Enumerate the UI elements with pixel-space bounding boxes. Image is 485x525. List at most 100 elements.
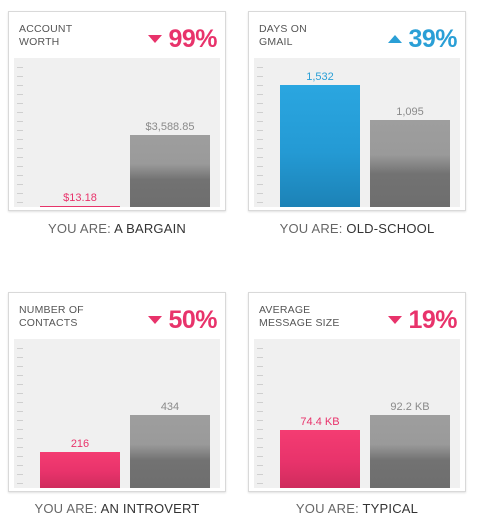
axis-tick (257, 474, 263, 475)
axis-tick (17, 384, 23, 385)
axis-tick (257, 121, 263, 122)
bar-plot: $13.18 $3,588.85 (14, 58, 220, 207)
average-bar (370, 415, 450, 488)
axis-tick (257, 130, 263, 131)
axis-tick (257, 67, 263, 68)
axis-tick (17, 393, 23, 394)
user-value-label: 1,532 (306, 71, 334, 83)
axis-tick (257, 139, 263, 140)
delta-indicator: 39% (388, 24, 457, 53)
axis-tick (17, 130, 23, 131)
axis-tick (17, 465, 23, 466)
axis-tick (257, 157, 263, 158)
average-value-label: 92.2 KB (390, 401, 430, 413)
card-title: NUMBER OF CONTACTS (19, 304, 84, 329)
axis-tick (17, 175, 23, 176)
axis-tick (17, 447, 23, 448)
axis-tick (257, 193, 263, 194)
average-bar (370, 120, 450, 207)
axis-tick (17, 193, 23, 194)
axis-tick (257, 411, 263, 412)
card-title: AVERAGE MESSAGE SIZE (259, 304, 340, 329)
result-caption: YOU ARE: AN INTROVERT (34, 501, 200, 516)
axis-tick (17, 76, 23, 77)
result-caption: YOU ARE: OLD-SCHOOL (279, 221, 435, 236)
result-caption: YOU ARE: TYPICAL (295, 501, 419, 516)
axis-tick (17, 148, 23, 149)
user-value-label: 74.4 KB (300, 416, 340, 428)
arrow-down-icon (148, 316, 163, 324)
bar-plot: 74.4 KB 92.2 KB (254, 339, 460, 488)
card-title: DAYS ON GMAIL (259, 23, 307, 48)
axis-tick (257, 438, 263, 439)
axis-tick (257, 202, 263, 203)
user-bar (40, 206, 120, 207)
average-value-label: 434 (160, 401, 180, 413)
axis-tick (257, 166, 263, 167)
average-bar (130, 135, 210, 207)
delta-percent: 39% (408, 24, 457, 53)
axis-tick (17, 366, 23, 367)
axis-tick (17, 67, 23, 68)
axis-tick (17, 438, 23, 439)
axis-tick (257, 184, 263, 185)
axis-tick (17, 420, 23, 421)
axis-tick (17, 429, 23, 430)
axis-tick (257, 465, 263, 466)
arrow-down-icon (148, 35, 163, 43)
arrow-up-icon (388, 35, 403, 43)
card-title: ACCOUNT WORTH (19, 23, 73, 48)
axis-tick (17, 166, 23, 167)
axis-tick (257, 447, 263, 448)
average-message-size-card: AVERAGE MESSAGE SIZE 19% 74.4 KB 92.2 KB (248, 292, 466, 492)
user-value-label: 216 (70, 438, 90, 450)
delta-indicator: 99% (148, 24, 217, 53)
axis-tick (257, 429, 263, 430)
axis-tick (257, 348, 263, 349)
bar-plot: 1,532 1,095 (254, 58, 460, 207)
axis-tick (17, 139, 23, 140)
axis-tick (257, 420, 263, 421)
axis-tick (257, 148, 263, 149)
axis-tick (257, 103, 263, 104)
arrow-down-icon (388, 316, 403, 324)
user-bar (280, 430, 360, 488)
axis-tick (257, 402, 263, 403)
axis-tick (257, 393, 263, 394)
delta-indicator: 50% (148, 306, 217, 334)
delta-percent: 19% (408, 305, 457, 334)
axis-tick (257, 375, 263, 376)
axis-tick (257, 112, 263, 113)
axis-tick (17, 357, 23, 358)
axis-tick (17, 375, 23, 376)
axis-tick (17, 103, 23, 104)
axis-tick (17, 85, 23, 86)
axis-tick (17, 411, 23, 412)
average-bar (130, 415, 210, 488)
axis-tick (17, 348, 23, 349)
axis-tick (17, 112, 23, 113)
axis-tick (257, 456, 263, 457)
average-value-label: $3,588.85 (145, 121, 195, 133)
days-on-gmail-card: DAYS ON GMAIL 39% 1,532 1,095 (248, 11, 466, 211)
axis-tick (257, 357, 263, 358)
axis-tick (17, 94, 23, 95)
average-value-label: 1,095 (396, 106, 424, 118)
axis-tick (17, 157, 23, 158)
axis-tick (17, 121, 23, 122)
axis-tick (17, 184, 23, 185)
user-value-label: $13.18 (63, 192, 97, 204)
account-worth-card: ACCOUNT WORTH 99% $13.18 $3,588.85 (8, 11, 226, 211)
delta-indicator: 19% (388, 305, 457, 334)
axis-tick (17, 474, 23, 475)
axis-tick (257, 384, 263, 385)
bar-plot: 216 434 (14, 339, 220, 488)
axis-tick (257, 366, 263, 367)
user-bar (40, 452, 120, 488)
delta-percent: 99% (168, 24, 217, 53)
axis-tick (257, 94, 263, 95)
axis-tick (257, 175, 263, 176)
axis-tick (257, 85, 263, 86)
number-of-contacts-card: NUMBER OF CONTACTS 50% 216 434 (8, 292, 226, 492)
axis-tick (17, 456, 23, 457)
